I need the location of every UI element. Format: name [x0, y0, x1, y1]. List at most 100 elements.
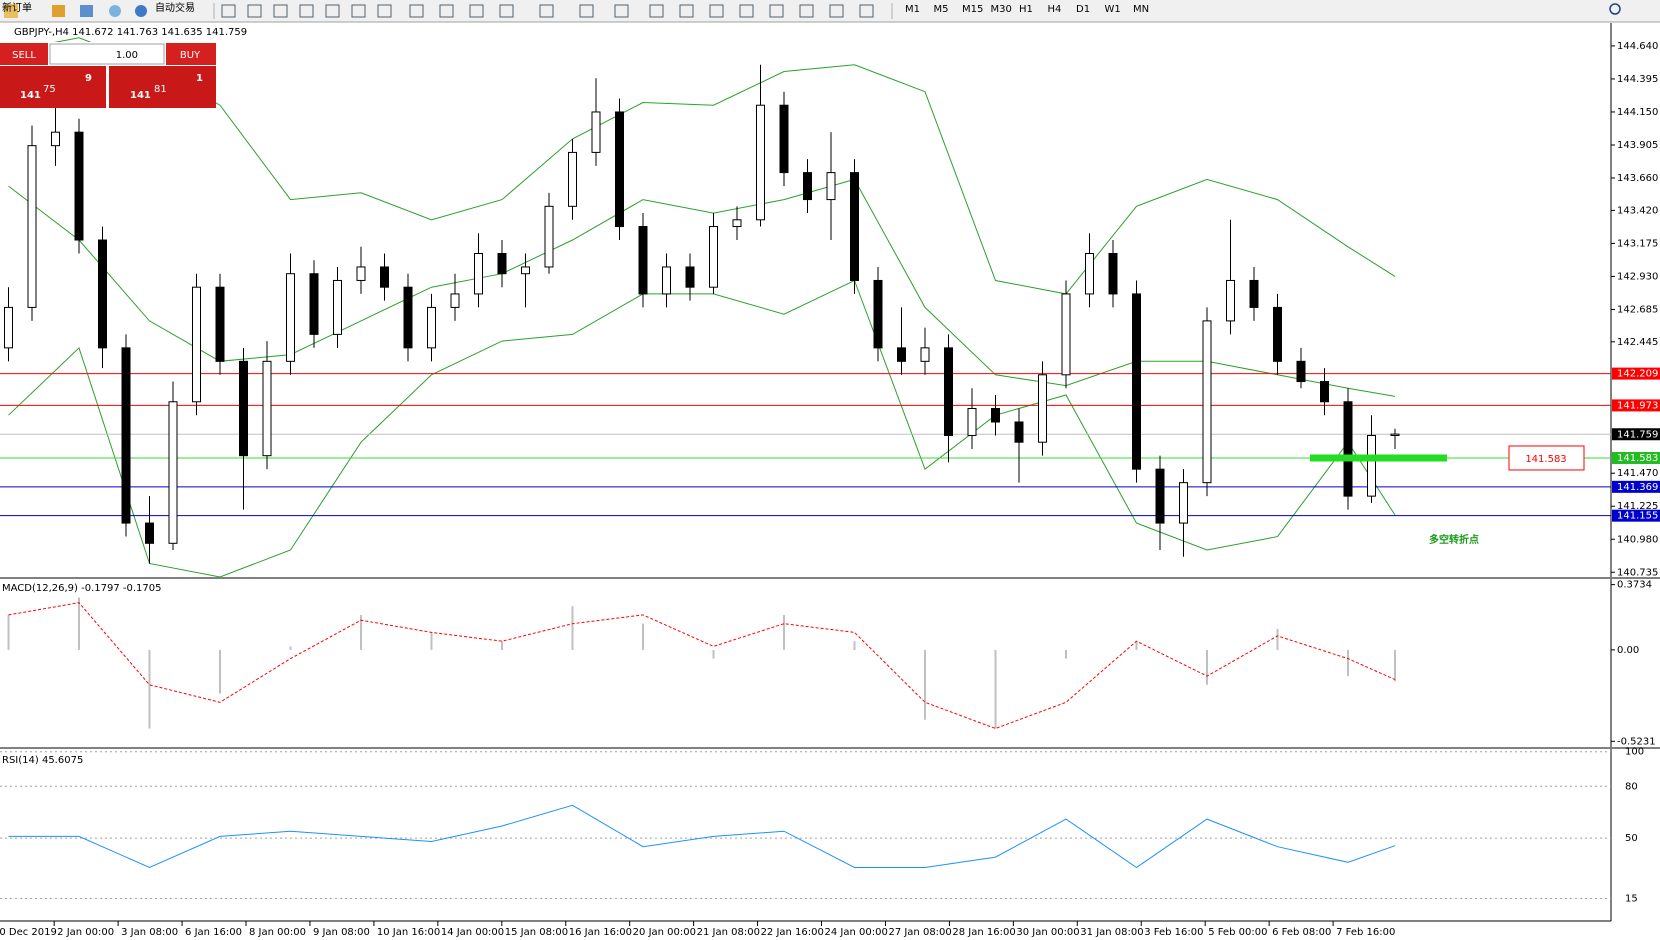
timeframe-button[interactable]: M15 — [962, 4, 983, 15]
candle-body — [309, 273, 319, 335]
timeframe-button[interactable]: W1 — [1105, 4, 1121, 15]
time-label: 8 Jan 00:00 — [249, 927, 306, 938]
timeframe-button[interactable]: H4 — [1048, 4, 1062, 15]
candle-body — [403, 286, 413, 349]
candle-body — [991, 408, 1000, 423]
price-tick-label: 142.930 — [1617, 271, 1658, 282]
tool-icon[interactable] — [829, 4, 844, 18]
buy-button[interactable] — [166, 43, 216, 65]
tool-icon[interactable] — [377, 4, 392, 18]
turning-point-marker — [1310, 454, 1447, 462]
candle-body — [1014, 421, 1024, 443]
tool-icon[interactable] — [409, 4, 424, 18]
tool-icon[interactable] — [649, 4, 664, 18]
level-label: 141.759 — [1617, 429, 1658, 440]
macd-bar — [289, 646, 292, 650]
auto-trading-icon[interactable] — [135, 5, 147, 17]
tool-icon[interactable] — [273, 4, 288, 18]
macd-pane: 0.3734 0.00 -0.5231 — [7, 580, 1656, 747]
price-tick-label: 141.225 — [1617, 501, 1658, 512]
time-label: 5 Feb 00:00 — [1208, 927, 1267, 938]
time-label: 22 Jan 16:00 — [761, 927, 824, 938]
candle-body — [380, 266, 389, 288]
price-tick-label: 144.395 — [1617, 74, 1658, 85]
tool-icon[interactable] — [739, 4, 754, 18]
candle-body — [615, 111, 624, 228]
bollinger-upper — [8, 37, 1396, 295]
ask-box[interactable] — [109, 66, 216, 108]
candle-body — [873, 279, 883, 349]
time-label: 24 Jan 00:00 — [825, 927, 888, 938]
candle-body — [1320, 381, 1329, 403]
candle-body — [497, 252, 507, 275]
tool-icon[interactable] — [439, 4, 454, 18]
candle-body — [1273, 306, 1282, 362]
lot-input[interactable] — [49, 43, 165, 65]
tool-icon[interactable] — [799, 4, 814, 18]
buy-label[interactable]: BUY — [180, 50, 201, 61]
tool-icon[interactable] — [539, 4, 554, 18]
candle-body — [967, 408, 977, 436]
time-label: 21 Jan 08:00 — [697, 927, 760, 938]
timeframe-button[interactable]: M5 — [934, 4, 949, 15]
tool-icon[interactable] — [614, 4, 629, 18]
auto-trading-button[interactable]: 自动交易 — [155, 1, 195, 14]
tool-icon[interactable] — [859, 4, 874, 18]
sell-button[interactable] — [0, 43, 48, 65]
candle-body — [544, 205, 554, 268]
icon[interactable] — [52, 5, 65, 17]
tool-icon[interactable] — [351, 4, 366, 18]
macd-bar — [642, 623, 644, 650]
candle-body — [1061, 293, 1071, 376]
candle-body — [27, 145, 37, 308]
macd-bar — [219, 649, 221, 694]
level-label-box — [1612, 367, 1660, 380]
candle-body — [920, 347, 930, 362]
tool-icon[interactable] — [709, 4, 724, 18]
tool-icon[interactable] — [325, 4, 340, 18]
macd-bar — [1394, 649, 1396, 682]
macd-tick-label: -0.5231 — [1617, 736, 1656, 747]
candle-body — [239, 360, 248, 457]
tool-icon[interactable] — [579, 4, 594, 18]
level-label-box — [1612, 428, 1660, 441]
candle-body — [521, 266, 530, 275]
macd-tick-label: 0.00 — [1617, 645, 1639, 656]
price-tick-label: 143.420 — [1617, 205, 1658, 216]
timeframe-button[interactable]: M1 — [905, 4, 920, 15]
candle-body — [98, 239, 107, 349]
candle-body — [850, 172, 859, 281]
sell-label[interactable]: SELL — [12, 50, 36, 61]
tool-icon[interactable] — [769, 4, 784, 18]
level-label-box — [1612, 480, 1660, 493]
tool-icon[interactable] — [299, 4, 314, 18]
price-tick-label: 143.175 — [1617, 238, 1658, 249]
tool-icon[interactable] — [247, 4, 262, 18]
tool-icon[interactable] — [221, 4, 236, 18]
candle-body — [662, 266, 671, 295]
icon[interactable] — [80, 5, 93, 17]
candle-body — [215, 286, 225, 362]
timeframe-button[interactable]: H1 — [1019, 4, 1033, 15]
icon[interactable] — [109, 5, 121, 17]
candle-body — [474, 252, 483, 295]
timeframe-button[interactable]: MN — [1133, 4, 1149, 15]
lot-value[interactable]: 1.00 — [116, 50, 138, 61]
candle-body — [51, 131, 60, 147]
bid-big-figure: 141 — [20, 90, 41, 101]
candle-body — [1038, 374, 1047, 443]
tool-icon[interactable] — [679, 4, 694, 18]
timeframe-button[interactable]: M30 — [991, 4, 1012, 15]
macd-bar — [994, 649, 997, 729]
timeframe-button[interactable]: D1 — [1076, 4, 1090, 15]
candle-body — [779, 104, 789, 174]
candle-body — [826, 172, 836, 201]
tool-icon[interactable] — [469, 4, 484, 18]
new-order-icon[interactable] — [4, 4, 18, 18]
new-order-button[interactable]: 新订单 — [2, 1, 32, 14]
search-button[interactable] — [1609, 3, 1621, 15]
bid-box[interactable] — [0, 66, 106, 108]
tool-icon[interactable] — [499, 4, 514, 18]
